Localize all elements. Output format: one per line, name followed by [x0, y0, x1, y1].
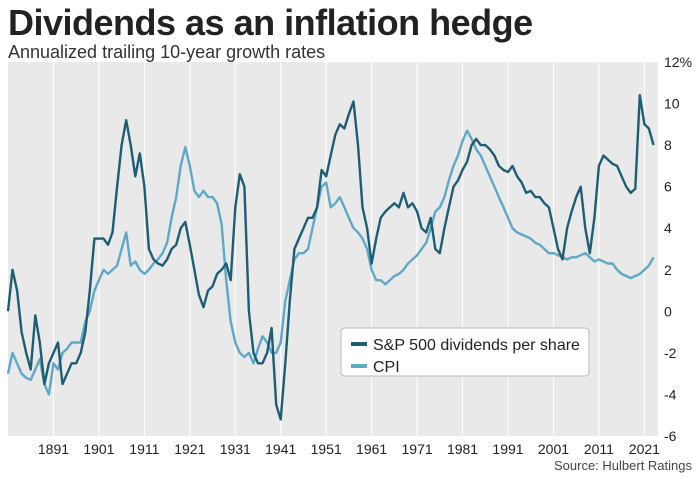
- y-tick-label: 10: [664, 96, 680, 112]
- legend: S&P 500 dividends per share CPI: [340, 327, 590, 377]
- x-tick-label: 2011: [584, 441, 614, 457]
- source-note: Source: Hulbert Ratings: [553, 458, 692, 473]
- x-tick-label: 1931: [220, 441, 251, 457]
- legend-label-dividends: S&P 500 dividends per share: [373, 337, 580, 354]
- x-tick-label: 1891: [38, 441, 69, 457]
- x-axis-ticks: 1891 1901 1911 1921 1931 1941 1951 1961 1971 1981…: [38, 441, 660, 457]
- x-tick-label: 1971: [402, 441, 433, 457]
- legend-label-cpi: CPI: [373, 359, 400, 376]
- x-tick-label: 1941: [265, 441, 296, 457]
- x-tick-label: 1911: [129, 441, 159, 457]
- series-line-cpi: [6, 129, 655, 396]
- chart-subtitle: Annualized trailing 10-year growth rates: [8, 42, 326, 62]
- x-tick-label: 1951: [311, 441, 342, 457]
- x-tick-label: 1991: [492, 441, 523, 457]
- chart-title: Dividends as an inflation hedge: [8, 2, 533, 43]
- y-tick-label: 0: [664, 303, 672, 319]
- x-tick-label: 2001: [538, 441, 569, 457]
- y-tick-label: 6: [664, 179, 672, 195]
- y-tick-label: 2: [664, 262, 672, 278]
- y-tick-label: 4: [664, 220, 672, 236]
- plot-background: [8, 62, 658, 436]
- x-tick-label: 1981: [447, 441, 478, 457]
- y-tick-label: 8: [664, 137, 672, 153]
- x-tick-label: 1961: [356, 441, 387, 457]
- y-axis-ticks: 12% 10 8 6 4 2 0 -2 -4 -6: [664, 54, 692, 444]
- x-tick-label: 1901: [83, 441, 114, 457]
- y-tick-label: -2: [664, 345, 677, 361]
- legend-box: [340, 327, 590, 377]
- x-tick-label: 2021: [629, 441, 660, 457]
- series-layer: [6, 94, 655, 421]
- y-tick-label: -6: [664, 428, 677, 444]
- y-tick-label: -4: [664, 386, 677, 402]
- x-tick-label: 1921: [174, 441, 205, 457]
- y-tick-label: 12%: [664, 54, 692, 70]
- series-line-dividends: [6, 94, 655, 421]
